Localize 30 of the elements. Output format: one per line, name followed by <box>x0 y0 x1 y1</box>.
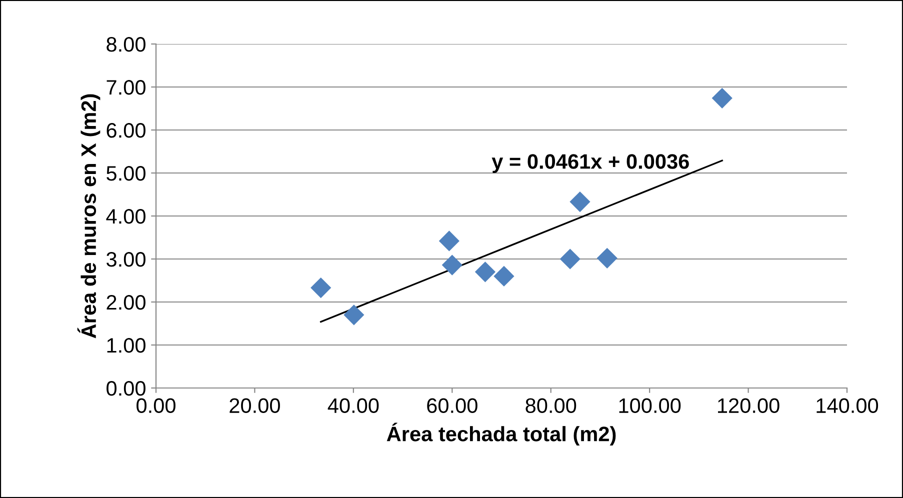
x-tick-label: 60.00 <box>427 398 478 414</box>
x-tick-label: 140.00 <box>816 398 878 414</box>
x-tick-label: 80.00 <box>526 398 576 414</box>
point <box>438 230 460 252</box>
y-tick-label: 0.00 <box>106 381 146 396</box>
y-tick-label: 3.00 <box>106 252 146 267</box>
y-tick-label: 6.00 <box>106 123 146 138</box>
x-tick-label: 0.00 <box>136 398 176 414</box>
point <box>344 304 364 326</box>
y-tick-label: 7.00 <box>106 80 146 95</box>
point <box>560 248 580 270</box>
y-tick-label: 1.00 <box>107 338 146 353</box>
x-tick-label: 100.00 <box>619 398 681 414</box>
y-tick-label: 2.00 <box>106 295 146 310</box>
y-axis-title: Área de muros en X (m2) <box>77 94 100 338</box>
x-tick-label: 120.00 <box>718 398 780 414</box>
x-tick-label: 40.00 <box>328 398 379 414</box>
point <box>712 88 732 108</box>
y-tick-label: 4.00 <box>106 209 146 224</box>
point <box>494 266 514 286</box>
y-tick-label: 5.00 <box>106 166 146 181</box>
point <box>310 278 332 298</box>
y-tick-label: 8.00 <box>106 37 146 52</box>
point <box>442 254 462 276</box>
point <box>474 262 496 282</box>
point <box>596 248 618 268</box>
x-axis-title: Área techada total (m2) <box>386 422 616 446</box>
x-tick-label: 20.00 <box>230 398 280 414</box>
point <box>570 192 590 212</box>
annotation: y = 0.0461x + 0.0036 <box>492 154 689 173</box>
